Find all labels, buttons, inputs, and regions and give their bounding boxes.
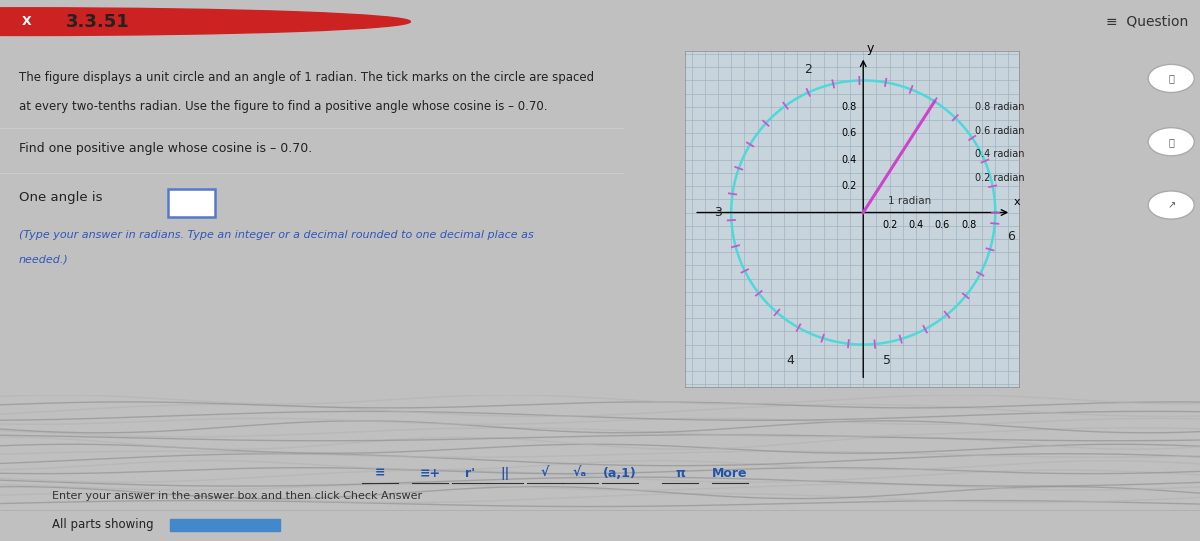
Text: y: y	[866, 42, 874, 55]
Bar	[170, 519, 280, 531]
Text: 0.8: 0.8	[961, 220, 977, 230]
Text: ↗: ↗	[1168, 200, 1175, 210]
Text: X: X	[22, 15, 31, 28]
Text: ||: ||	[500, 467, 510, 480]
Text: 3.3.51: 3.3.51	[66, 12, 130, 31]
Text: 1 radian: 1 radian	[888, 196, 931, 206]
Text: 2: 2	[804, 63, 811, 76]
Text: 0.2: 0.2	[841, 181, 857, 191]
Text: 0.6: 0.6	[841, 128, 857, 138]
Circle shape	[1148, 191, 1194, 219]
Text: One angle is: One angle is	[19, 191, 102, 204]
Text: 6: 6	[1007, 230, 1015, 243]
Circle shape	[0, 8, 410, 36]
Text: needed.): needed.)	[19, 254, 68, 264]
Text: ≡: ≡	[374, 467, 385, 480]
Text: 3: 3	[714, 206, 722, 219]
Text: 0.2: 0.2	[882, 220, 898, 230]
Text: 0.8 radian: 0.8 radian	[974, 102, 1025, 112]
Text: 0.2 radian: 0.2 radian	[974, 173, 1025, 183]
Text: at every two-tenths radian. Use the figure to find a positive angle whose cosine: at every two-tenths radian. Use the figu…	[19, 100, 547, 113]
Text: Find one positive angle whose cosine is – 0.70.: Find one positive angle whose cosine is …	[19, 142, 312, 155]
Text: x: x	[1014, 197, 1020, 207]
Text: π: π	[676, 467, 685, 480]
Text: 🔍: 🔍	[1169, 74, 1174, 83]
Text: √: √	[541, 467, 550, 480]
Text: 0.6: 0.6	[935, 220, 950, 230]
Text: 0.4: 0.4	[908, 220, 924, 230]
Text: The figure displays a unit circle and an angle of 1 radian. The tick marks on th: The figure displays a unit circle and an…	[19, 71, 594, 84]
Text: 5: 5	[883, 354, 890, 367]
FancyBboxPatch shape	[168, 189, 215, 217]
Text: r': r'	[464, 467, 475, 480]
Text: (a,1): (a,1)	[604, 467, 637, 480]
Text: Enter your answer in the answer box and then click Check Answer: Enter your answer in the answer box and …	[52, 491, 422, 501]
Text: 0.4 radian: 0.4 radian	[974, 149, 1025, 160]
Text: ≡  Question: ≡ Question	[1105, 15, 1188, 29]
Text: ≡+: ≡+	[420, 467, 440, 480]
Text: √ₐ: √ₐ	[572, 467, 587, 480]
Text: More: More	[713, 467, 748, 480]
Circle shape	[1148, 64, 1194, 93]
Text: 4: 4	[787, 354, 794, 367]
Text: 0.6 radian: 0.6 radian	[974, 126, 1025, 136]
Text: 🔍: 🔍	[1169, 137, 1174, 147]
Text: All parts showing: All parts showing	[52, 518, 154, 531]
Text: 0.8: 0.8	[841, 102, 857, 112]
Circle shape	[1148, 128, 1194, 156]
Text: (Type your answer in radians. Type an integer or a decimal rounded to one decima: (Type your answer in radians. Type an in…	[19, 229, 534, 240]
Text: 0.4: 0.4	[841, 155, 857, 164]
